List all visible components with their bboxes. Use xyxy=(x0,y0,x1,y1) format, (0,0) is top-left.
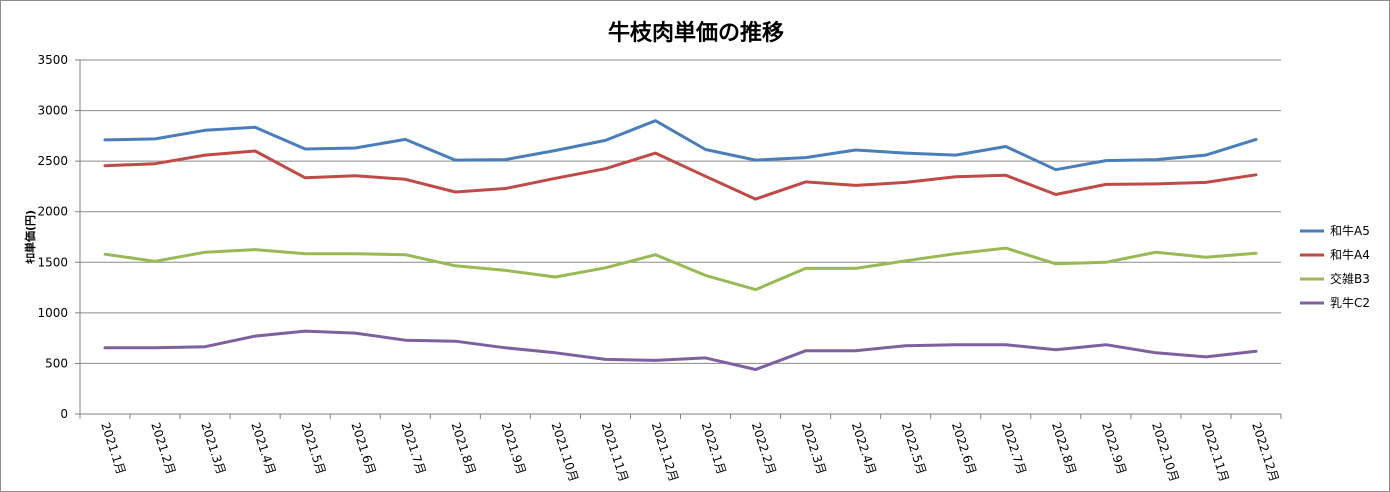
legend-label: 和牛A4 xyxy=(1330,247,1370,262)
x-tick-label: 2022.1月 xyxy=(699,421,729,477)
x-tick-label: 2021.3月 xyxy=(198,421,228,477)
x-tick-label: 2022.12月 xyxy=(1249,421,1281,484)
series-line xyxy=(103,149,1258,201)
x-tick-label: 2022.3月 xyxy=(799,421,829,477)
x-tick-label: 2022.11月 xyxy=(1199,421,1231,484)
y-tick-label: 500 xyxy=(45,356,68,370)
x-tick-label: 2021.10月 xyxy=(549,421,581,484)
legend-label: 和牛A5 xyxy=(1330,223,1370,238)
x-tick-label: 2021.8月 xyxy=(448,421,478,477)
x-tick-label: 2022.6月 xyxy=(949,421,979,477)
x-tick-label: 2021.4月 xyxy=(248,421,278,477)
legend-label: 乳牛C2 xyxy=(1330,295,1370,310)
y-tick-label: 3500 xyxy=(37,53,68,67)
x-tick-label: 2022.5月 xyxy=(899,421,929,477)
x-tick-label: 2021.7月 xyxy=(398,421,428,477)
x-tick-label: 2021.1月 xyxy=(98,421,128,477)
series-line xyxy=(103,329,1258,371)
x-tick-label: 2022.9月 xyxy=(1099,421,1129,477)
y-tick-label: 0 xyxy=(60,407,68,421)
x-tick-label: 2021.5月 xyxy=(298,421,328,477)
series-line xyxy=(103,119,1258,172)
x-tick-label: 2022.4月 xyxy=(849,421,879,477)
chart-title: 牛枝肉単価の推移 xyxy=(607,21,784,46)
x-tick-label: 2021.2月 xyxy=(148,421,178,477)
y-tick-label: 2000 xyxy=(37,205,68,219)
x-tick-label: 2022.7月 xyxy=(999,421,1029,477)
x-tick-label: 2021.11月 xyxy=(599,421,631,484)
x-tick-label: 2022.2月 xyxy=(749,421,779,477)
y-tick-label: 1500 xyxy=(37,255,68,269)
y-tick-label: 1000 xyxy=(37,306,68,320)
x-tick-label: 2021.12月 xyxy=(649,421,681,484)
x-tick-label: 2022.8月 xyxy=(1049,421,1079,477)
y-tick-label: 3000 xyxy=(37,104,68,118)
y-tick-label: 2500 xyxy=(37,154,68,168)
series-line xyxy=(103,246,1258,292)
legend-label: 交雑B3 xyxy=(1330,271,1370,286)
x-tick-label: 2021.6月 xyxy=(348,421,378,477)
x-tick-label: 2021.9月 xyxy=(499,421,529,477)
x-tick-label: 2022.10月 xyxy=(1149,421,1181,484)
